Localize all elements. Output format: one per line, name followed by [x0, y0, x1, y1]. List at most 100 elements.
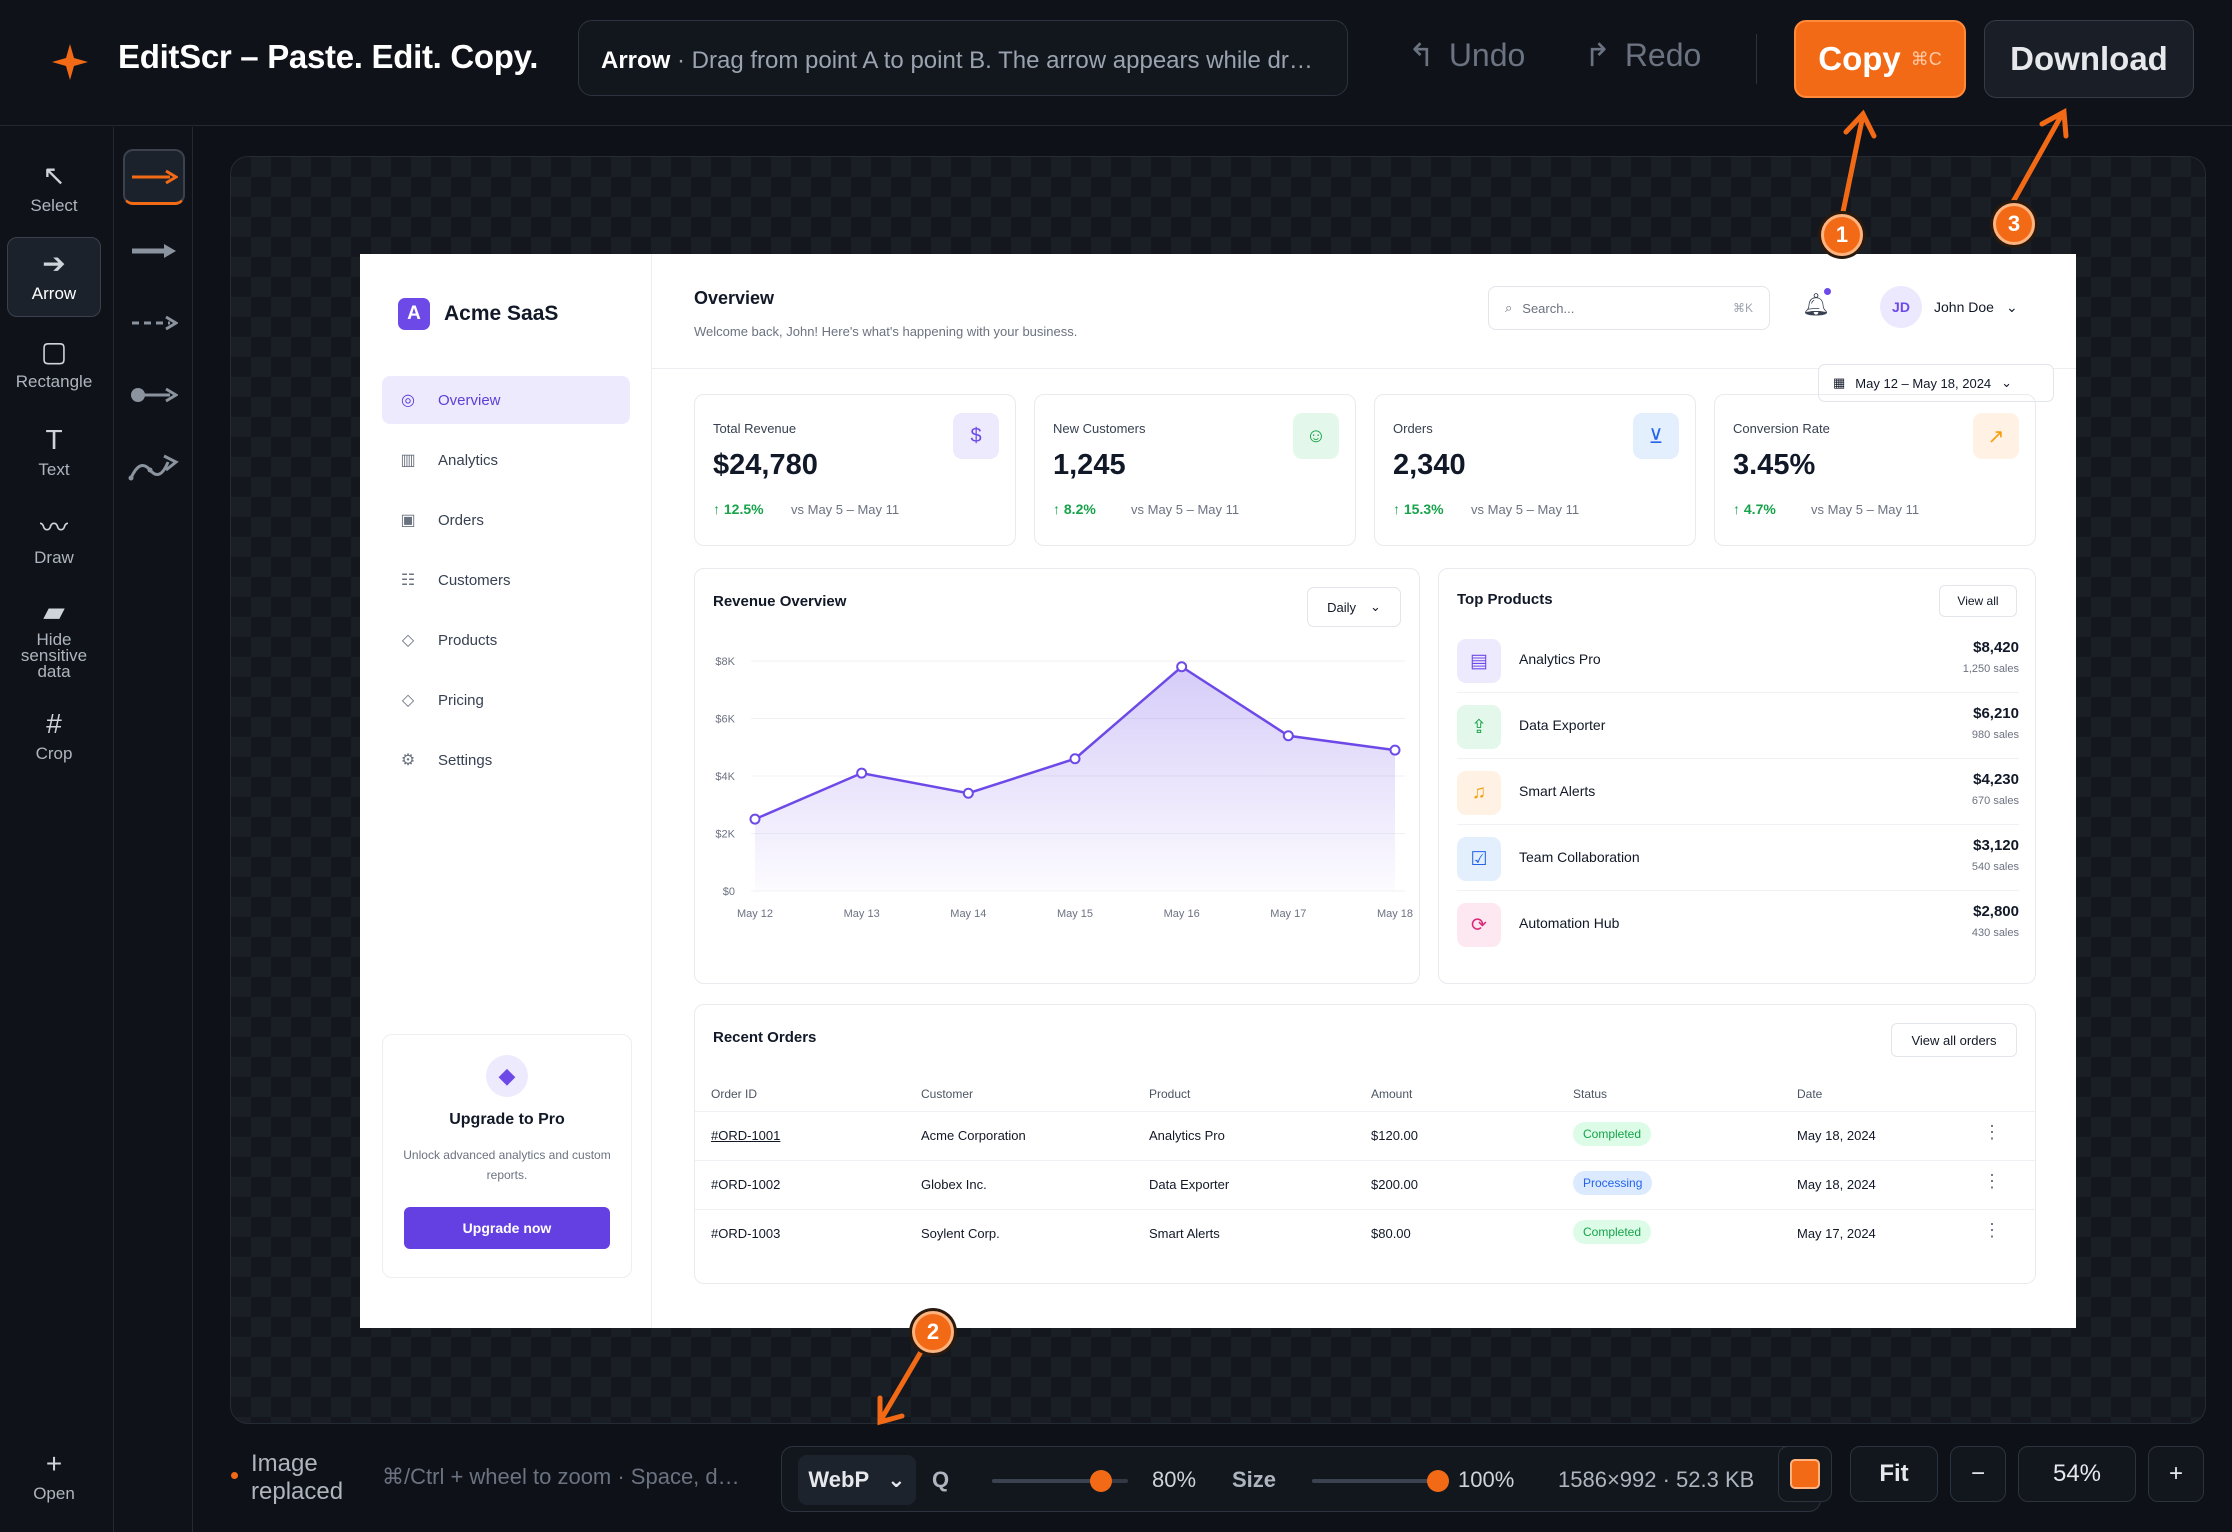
arrow-style-dashed[interactable]	[123, 295, 185, 351]
zoom-level[interactable]: 54%	[2018, 1446, 2136, 1502]
step-badge-3[interactable]: 3	[1993, 203, 2035, 245]
table-row: #ORD-1001 Acme Corporation Analytics Pro…	[695, 1111, 2035, 1160]
automation-icon: ⟳	[1457, 903, 1501, 947]
avatar: JD	[1880, 286, 1922, 328]
tool-open[interactable]: + Open	[7, 1437, 101, 1517]
header-divider	[652, 368, 2076, 369]
order-id: #ORD-1001	[711, 1128, 781, 1143]
product-name: Smart Alerts	[1519, 783, 1596, 799]
dashboard-brand: A Acme SaaS	[398, 298, 558, 330]
x-tick-label: May 18	[1377, 908, 1413, 920]
table-row: #ORD-1003 Soylent Corp. Smart Alerts $80…	[695, 1209, 2035, 1258]
hash-icon: #	[46, 708, 62, 739]
download-button[interactable]: Download	[1984, 20, 2194, 98]
brand-name: Acme SaaS	[444, 302, 559, 325]
numbered-arrow-icon	[131, 387, 178, 403]
arrow-style-thick[interactable]	[123, 223, 185, 279]
tool-arrow[interactable]: ➔ Arrow	[7, 237, 101, 317]
redo-button[interactable]: ↱ Redo	[1584, 36, 1701, 74]
tool-label: Open	[33, 1484, 75, 1503]
step-badge-1[interactable]: 1	[1821, 214, 1863, 256]
zoom-out-button[interactable]: −	[1950, 1446, 2006, 1502]
app-title: EditScr – Paste. Edit. Copy.	[118, 38, 539, 75]
gear-icon: ⚙	[400, 752, 416, 769]
size-knob[interactable]	[1427, 1470, 1449, 1492]
top-products-card: Top Products View all ▤ Analytics Pro $8,4…	[1438, 568, 2036, 984]
kpi-delta: ↑ 8.2%	[1053, 501, 1096, 517]
product-row: ♫ Smart Alerts $4,230 670 sales	[1457, 759, 2019, 825]
thick-arrow-icon	[132, 244, 176, 258]
tool-crop[interactable]: # Crop	[7, 697, 101, 777]
format-value: WebP	[808, 1467, 870, 1492]
nav-customers: ☷ Customers	[382, 556, 630, 604]
nav-pricing: ◇ Pricing	[382, 676, 630, 724]
copy-button[interactable]: Copy ⌘C	[1794, 20, 1966, 98]
y-tick-label: $0	[723, 886, 735, 898]
arrow-style-solid[interactable]	[123, 149, 185, 205]
view-all-orders-button: View all orders	[1891, 1023, 2017, 1057]
box-icon: ▣	[400, 512, 416, 529]
zoom-in-button[interactable]: +	[2148, 1446, 2204, 1502]
pointer-icon: ↖	[42, 160, 66, 191]
product-sales: 980 sales	[1971, 729, 2019, 741]
solid-arrow-icon	[132, 169, 178, 184]
period-select: Daily ⌄	[1307, 587, 1401, 627]
order-id: #ORD-1002	[711, 1177, 781, 1192]
quality-slider[interactable]	[992, 1470, 1128, 1492]
tool-rectangle[interactable]: ▢ Rectangle	[7, 325, 101, 405]
search-placeholder: Search...	[1522, 300, 1575, 316]
product-name: Automation Hub	[1519, 915, 1620, 931]
undo-icon: ↰	[1408, 37, 1435, 73]
tool-label: Hide sensitive data	[20, 630, 88, 681]
notification-dot	[1824, 288, 1831, 295]
nav-label: Overview	[438, 391, 501, 409]
export-icon: ⇪	[1457, 705, 1501, 749]
quality-value: 80%	[1152, 1467, 1197, 1492]
revenue-chart-card: Revenue Overview Daily ⌄ $8K $6K $4K $2K $0 Ma…	[694, 568, 1420, 984]
redo-icon: ↱	[1584, 37, 1611, 73]
kpi-value: $24,780	[713, 449, 818, 481]
arrow-style-numbered[interactable]	[123, 367, 185, 423]
nav-label: Products	[438, 631, 498, 649]
x-tick-label: May 12	[737, 908, 773, 920]
kpi-compare: vs May 5 – May 11	[1131, 502, 1240, 517]
data-point	[1069, 753, 1081, 765]
size-slider[interactable]	[1312, 1470, 1449, 1492]
more-icon: ⋮	[1983, 1171, 2001, 1191]
step-badge-2[interactable]: 2	[912, 1311, 954, 1353]
status-badge: Processing	[1573, 1171, 1653, 1195]
y-tick-label: $4K	[715, 771, 735, 783]
kpi-card-orders: Orders 2,340 ↑ 15.3% vs May 5 – May 11 ⊻	[1374, 394, 1696, 546]
chevron-down-icon: ⌄	[2005, 298, 2018, 315]
color-picker-button[interactable]	[1778, 1446, 1832, 1502]
tool-hide-sensitive[interactable]: ▰ Hide sensitive data	[7, 589, 101, 689]
tool-text[interactable]: T Text	[7, 413, 101, 493]
data-point	[962, 787, 974, 799]
dollar-icon: $	[953, 413, 999, 459]
fit-button[interactable]: Fit	[1850, 1446, 1938, 1502]
format-select[interactable]: WebP ⌄	[798, 1455, 916, 1505]
product-sales: 1,250 sales	[1962, 663, 2019, 675]
quality-fill	[992, 1479, 1101, 1483]
undo-button[interactable]: ↰ Undo	[1408, 36, 1525, 74]
arrow-right-icon: ➔	[42, 248, 66, 279]
order-product: Smart Alerts	[1149, 1226, 1220, 1241]
arrow-style-curved[interactable]	[123, 439, 185, 495]
team-icon: ☑	[1457, 837, 1501, 881]
quality-label: Q	[932, 1467, 950, 1492]
tool-label: Text	[38, 460, 70, 479]
tool-draw[interactable]: 〰 Draw	[7, 501, 101, 581]
x-tick-label: May 15	[1057, 908, 1093, 920]
quality-knob[interactable]	[1089, 1470, 1112, 1492]
tool-select[interactable]: ↖ Select	[7, 149, 101, 229]
bell-icon: ♫	[1457, 771, 1501, 815]
x-tick-label: May 14	[950, 908, 986, 920]
eraser-icon: ▰	[43, 596, 65, 627]
column-header: Amount	[1371, 1087, 1413, 1101]
data-point	[1389, 744, 1401, 756]
table-row: #ORD-1002 Globex Inc. Data Exporter $200…	[695, 1160, 2035, 1209]
size-value: 100%	[1458, 1467, 1515, 1492]
nav-label: Settings	[438, 751, 493, 769]
edited-image[interactable]: A Acme SaaS ◎ Overview ▥ Analytics ▣ Orders …	[360, 254, 2076, 1328]
